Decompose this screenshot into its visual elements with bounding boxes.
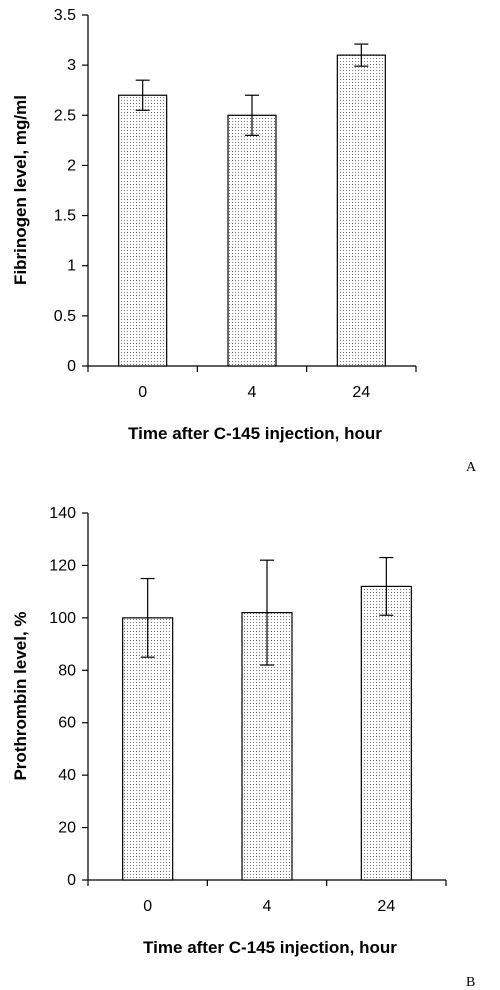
chart-b-x-tick-label: 4 xyxy=(263,898,272,915)
chart-a-y-tick-label: 1.5 xyxy=(54,208,76,225)
chart-b-y-tick-label: 40 xyxy=(58,767,76,784)
chart-a-y-tick-label: 2 xyxy=(67,157,76,174)
chart-b-marks: 0 20 40 60 80 100 120 140 0 4 24 xyxy=(49,505,447,915)
chart-a-x-axis-title: Time after C-145 injection, hour xyxy=(128,424,382,443)
chart-a-y-tick-label: 1 xyxy=(67,258,76,275)
chart-a-x-tick-label: 24 xyxy=(352,384,370,401)
chart-a-y-axis-title: Fibrinogen level, mg/ml xyxy=(11,95,30,285)
chart-b-y-tick-label: 20 xyxy=(58,820,76,837)
chart-b-y-axis-title: Prothrombin level, % xyxy=(11,611,30,780)
chart-a-bar xyxy=(118,94,168,367)
chart-b-x-axis-title: Time after C-145 injection, hour xyxy=(143,938,397,957)
chart-b-y-tick-label: 60 xyxy=(58,715,76,732)
chart-a-y-tick-label: 0 xyxy=(67,358,76,375)
chart-a-bar xyxy=(336,54,386,367)
chart-b-y-tick-label: 140 xyxy=(49,505,76,522)
chart-panel-a: 0 0.5 1 1.5 2 2.5 3 3.5 0 4 24 Fibrinogen level, m… xyxy=(11,7,477,475)
chart-b-y-tick-label: 100 xyxy=(49,610,76,627)
chart-b-y-tick-label: 80 xyxy=(58,662,76,679)
chart-a-bar xyxy=(227,114,277,367)
chart-b-y-tick-label: 0 xyxy=(67,872,76,889)
panel-label-b: B xyxy=(466,975,475,990)
chart-b-y-tick-label: 120 xyxy=(49,557,76,574)
chart-a-marks: 0 0.5 1 1.5 2 2.5 3 3.5 0 4 24 xyxy=(54,7,417,401)
chart-a-y-tick-label: 0.5 xyxy=(54,308,76,325)
chart-a-y-tick-label: 3 xyxy=(67,57,76,74)
panel-label-a: A xyxy=(466,460,477,475)
chart-a-y-tick-label: 2.5 xyxy=(54,107,76,124)
chart-b-x-tick-label: 0 xyxy=(143,898,152,915)
chart-b-bar xyxy=(360,585,412,881)
chart-a-x-tick-label: 4 xyxy=(248,384,257,401)
chart-a-y-tick-label: 3.5 xyxy=(54,7,76,24)
chart-b-x-tick-label: 24 xyxy=(377,898,395,915)
chart-a-x-tick-label: 0 xyxy=(138,384,147,401)
chart-panel-b: 0 20 40 60 80 100 120 140 0 4 24 Prothrombin level… xyxy=(11,505,475,990)
